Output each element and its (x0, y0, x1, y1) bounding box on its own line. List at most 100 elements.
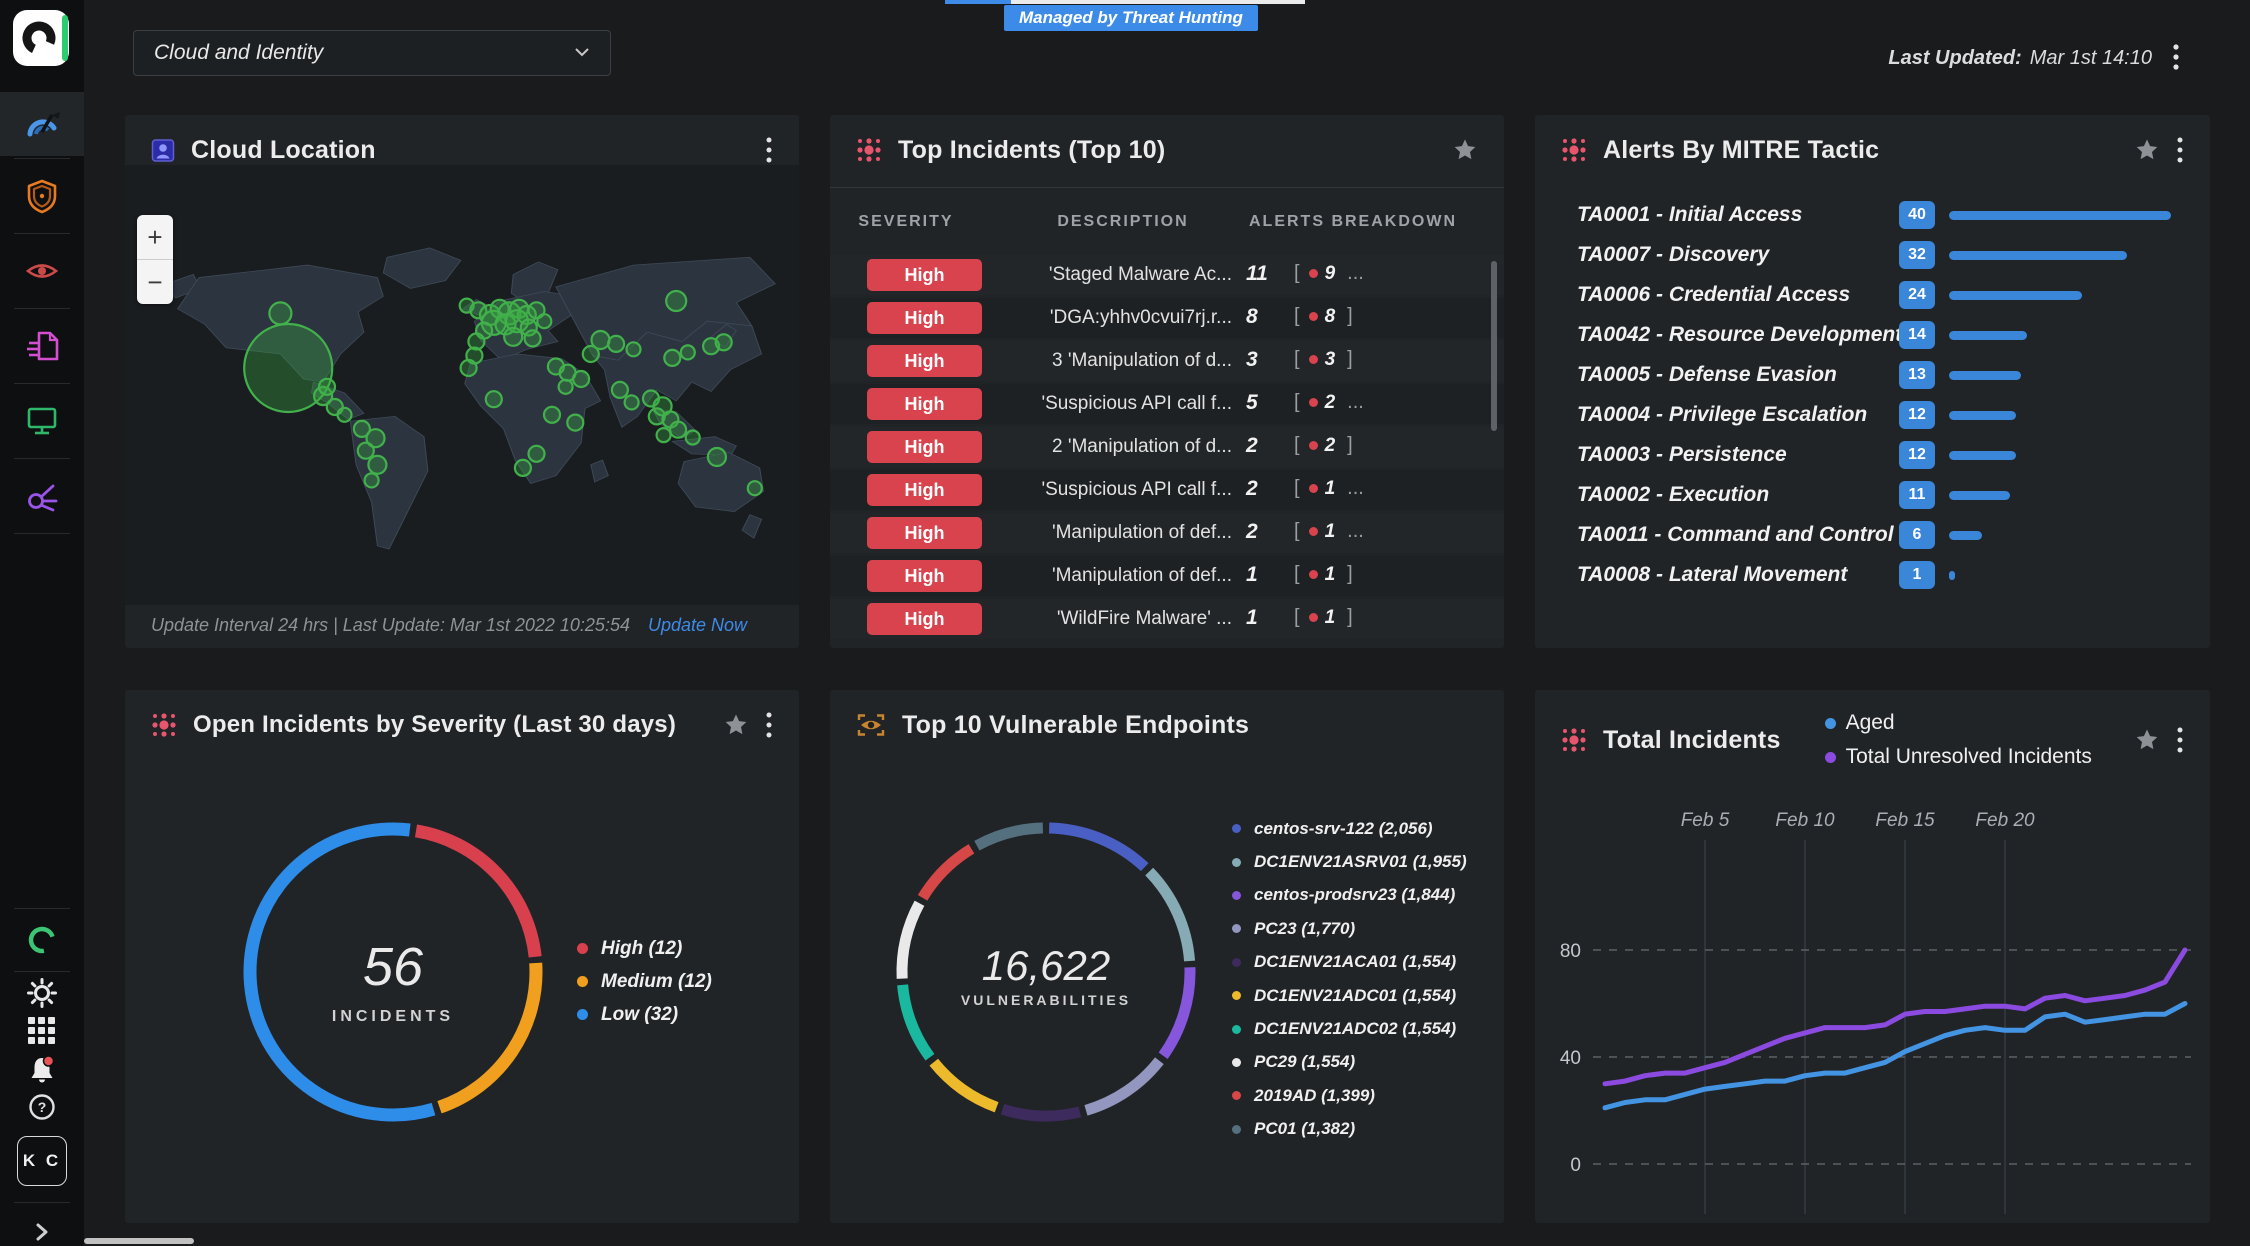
donut-segment[interactable] (1158, 967, 1196, 1059)
map-marker[interactable] (607, 334, 626, 353)
sidebar-item-threat-intel[interactable] (0, 236, 84, 306)
zoom-out-button[interactable]: − (137, 260, 173, 304)
mitre-row[interactable]: TA0004 - Privilege Escalation 12 (1535, 395, 2210, 435)
mitre-row[interactable]: TA0007 - Discovery 32 (1535, 235, 2210, 275)
donut-segment[interactable] (897, 984, 935, 1061)
map-marker[interactable] (365, 428, 386, 449)
donut-segment[interactable] (917, 844, 975, 901)
panel-menu-button[interactable] (2176, 136, 2184, 164)
table-scrollbar[interactable] (1491, 261, 1497, 431)
mitre-row[interactable]: TA0011 - Command and Control 6 (1535, 515, 2210, 555)
mitre-row[interactable]: TA0001 - Initial Access 40 (1535, 195, 2210, 235)
mitre-row[interactable]: TA0003 - Persistence 12 (1535, 435, 2210, 475)
map-marker[interactable] (557, 378, 574, 395)
severity-legend-item[interactable]: Low (32) (577, 998, 712, 1031)
map-marker[interactable] (746, 480, 763, 497)
series-line-aged[interactable] (1602, 1001, 2188, 1111)
map-marker[interactable] (655, 427, 672, 444)
inc-table-row[interactable]: High 3 'Manipulation of d... 3 [3] (830, 341, 1504, 381)
map-marker[interactable] (668, 420, 688, 439)
page-menu-button[interactable] (2172, 42, 2180, 77)
inc-table-row[interactable]: High 2 'Manipulation of d... 2 [2] (830, 427, 1504, 467)
map-marker[interactable] (467, 332, 486, 351)
favorite-star-button[interactable] (2134, 137, 2160, 163)
sidebar-item-protection[interactable] (0, 161, 84, 231)
map-marker[interactable] (679, 344, 696, 361)
map-marker[interactable] (363, 472, 380, 489)
donut-segment[interactable] (1145, 867, 1196, 962)
map-marker[interactable] (647, 407, 666, 426)
map-marker[interactable] (367, 454, 388, 475)
map-marker[interactable] (625, 341, 642, 358)
donut-segment[interactable] (1048, 822, 1149, 872)
map-marker[interactable] (684, 429, 701, 446)
panel-menu-button[interactable] (765, 711, 773, 739)
app-logo[interactable] (13, 10, 69, 66)
sidebar-item-endpoints[interactable] (0, 386, 84, 456)
donut-segment[interactable] (1084, 1057, 1164, 1116)
favorite-star-button[interactable] (1452, 137, 1478, 163)
endpoint-legend-item[interactable]: PC23 (1,770) (1232, 912, 1467, 945)
map-marker[interactable] (536, 313, 553, 330)
endpoint-legend-item[interactable]: DC1ENV21ASRV01 (1,955) (1232, 845, 1467, 878)
map-marker[interactable] (313, 386, 334, 407)
series-line-total-unresolved-incidents[interactable] (1602, 947, 2188, 1087)
horizontal-scrollbar[interactable] (84, 1238, 194, 1244)
update-now-link[interactable]: Update Now (647, 615, 748, 635)
settings-button[interactable] (0, 974, 84, 1012)
donut-segment[interactable] (1000, 1104, 1082, 1122)
user-avatar[interactable]: K C (17, 1136, 67, 1186)
sidebar-item-dashboards[interactable] (0, 92, 84, 156)
donut-segment[interactable] (896, 900, 925, 979)
severity-legend-item[interactable]: Medium (12) (577, 965, 712, 998)
severity-legend-item[interactable]: High (12) (577, 932, 712, 965)
endpoint-legend-item[interactable]: DC1ENV21ACA01 (1,554) (1232, 946, 1467, 979)
endpoint-legend-item[interactable]: PC01 (1,382) (1232, 1113, 1467, 1146)
map-marker[interactable] (503, 326, 524, 347)
series-legend-item[interactable]: Aged (1824, 706, 2092, 740)
map-marker[interactable] (623, 394, 640, 411)
inc-table-row[interactable]: High 'Manipulation of def... 2 [1... (830, 513, 1504, 553)
map-marker[interactable] (268, 301, 293, 326)
inc-table-row[interactable]: High 'Manipulation of def... 1 [1] (830, 556, 1504, 596)
favorite-star-button[interactable] (2134, 727, 2160, 753)
notifications-button[interactable] (0, 1050, 84, 1088)
inc-table-row[interactable]: High 'Suspicious API call f... 5 [2... (830, 384, 1504, 424)
zoom-in-button[interactable]: + (137, 215, 173, 260)
map-marker[interactable] (581, 344, 600, 364)
mitre-row[interactable]: TA0002 - Execution 11 (1535, 475, 2210, 515)
map-marker[interactable] (542, 405, 562, 424)
mitre-row[interactable]: TA0006 - Credential Access 24 (1535, 275, 2210, 315)
endpoint-legend-item[interactable]: DC1ENV21ADC01 (1,554) (1232, 979, 1467, 1012)
donut-segment[interactable] (243, 822, 436, 1122)
panel-menu-button[interactable] (2176, 726, 2184, 754)
sidebar-item-reports[interactable] (0, 311, 84, 381)
map-marker[interactable] (336, 406, 353, 423)
map-marker[interactable] (505, 309, 530, 334)
inc-table-row[interactable]: High 'DGA:yhhv0cvui7rj.r... 8 [8] (830, 298, 1504, 338)
favorite-star-button[interactable] (723, 712, 749, 738)
donut-segment[interactable] (974, 822, 1044, 851)
map-marker[interactable] (317, 377, 337, 396)
sidebar-item-hub[interactable] (0, 911, 84, 969)
inc-table-row[interactable]: High 'Staged Malware Ac... 11 [9... (830, 255, 1504, 295)
map-marker[interactable] (469, 301, 488, 320)
donut-segment[interactable] (929, 1058, 999, 1113)
endpoint-legend-item[interactable]: centos-srv-122 (2,056) (1232, 812, 1467, 845)
map-marker[interactable] (356, 441, 375, 460)
inc-table-row[interactable]: High 'Suspicious API call f... 2 [1... (830, 470, 1504, 510)
map-marker[interactable] (459, 358, 478, 378)
endpoint-legend-item[interactable]: PC29 (1,554) (1232, 1046, 1467, 1079)
map-marker[interactable] (706, 446, 728, 468)
map-marker[interactable] (352, 419, 371, 438)
map-marker[interactable] (243, 322, 334, 414)
mitre-row[interactable]: TA0008 - Lateral Movement 1 (1535, 555, 2210, 595)
map-marker[interactable] (714, 333, 733, 352)
inc-table-row[interactable]: High 'WildFire Malware' ... 1 [1] (830, 599, 1504, 639)
map-marker[interactable] (527, 444, 546, 463)
endpoint-legend-item[interactable]: DC1ENV21ADC02 (1,554) (1232, 1012, 1467, 1045)
expand-sidebar-button[interactable] (0, 1215, 84, 1246)
map-marker[interactable] (513, 458, 532, 477)
map-marker[interactable] (484, 390, 503, 409)
endpoint-legend-item[interactable]: centos-prodsrv23 (1,844) (1232, 879, 1467, 912)
